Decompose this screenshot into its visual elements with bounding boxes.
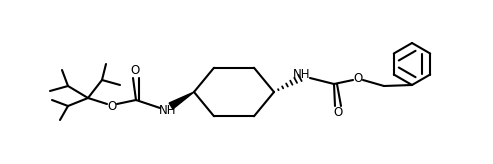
Text: O: O	[130, 64, 140, 78]
Text: O: O	[353, 72, 363, 84]
Text: NH: NH	[159, 103, 177, 116]
Text: O: O	[333, 106, 343, 120]
Polygon shape	[169, 92, 194, 109]
Text: O: O	[107, 100, 117, 113]
Text: NH: NH	[293, 69, 311, 82]
